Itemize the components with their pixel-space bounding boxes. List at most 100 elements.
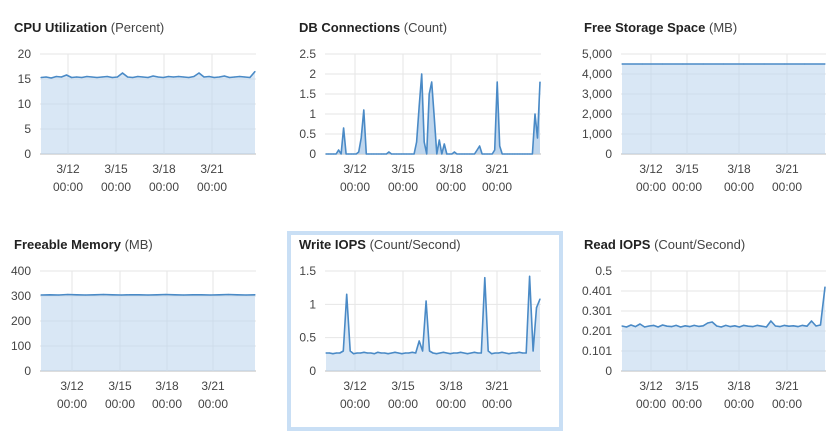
panel-title-label: Freeable Memory [14, 237, 121, 252]
data-point [630, 324, 632, 326]
x-tick-time: 00:00 [636, 397, 666, 411]
data-point [824, 63, 826, 65]
data-point [702, 63, 704, 65]
data-point [439, 352, 441, 354]
panel-free-storage-space[interactable]: Free Storage Space (MB) 5,000 4,000 3,000 2… [570, 0, 839, 215]
data-point [343, 127, 345, 129]
data-point [501, 351, 503, 353]
panel-cpu-utilization[interactable]: CPU Utilization (Percent) 20 15 10 5 0 3/12 00… [0, 0, 280, 215]
data-point [415, 352, 417, 354]
panel-title-label: Free Storage Space [584, 20, 706, 35]
data-point [411, 153, 413, 155]
data-point [442, 351, 444, 353]
data-point [178, 75, 180, 78]
x-tick-date: 3/21 [201, 379, 225, 393]
data-point [375, 153, 377, 155]
data-point [496, 81, 498, 83]
data-point [539, 81, 541, 83]
data-point [388, 151, 390, 153]
data-point [506, 153, 508, 155]
data-point [514, 153, 516, 155]
data-point [239, 75, 241, 78]
cpu-utilization-chart: 20 15 10 5 0 3/12 00:00 3/15 00:00 3/18 00:00 3/21 0… [18, 47, 256, 194]
panel-read-iops[interactable]: Read IOPS (Count/Second) 0.5 0.401 0.301 0.… [570, 216, 839, 431]
y-tick-label: 20 [18, 47, 32, 61]
data-point [358, 151, 360, 153]
data-point [529, 153, 531, 155]
data-point [621, 63, 623, 65]
data-point [471, 153, 473, 155]
y-tick-label: 300 [11, 289, 31, 303]
data-point [165, 293, 167, 296]
data-point [401, 353, 403, 355]
data-point [325, 352, 327, 354]
data-point [752, 326, 754, 328]
series-line [326, 275, 541, 355]
data-point [192, 294, 194, 296]
data-point [400, 153, 403, 155]
data-point [761, 325, 763, 327]
panel-db-connections[interactable]: DB Connections (Count) 2.5 2 1.5 1 0.5 0 3/12 0… [285, 0, 565, 215]
y-tick-label: 0 [309, 147, 316, 161]
data-point [81, 76, 83, 79]
data-point [49, 294, 51, 296]
x-tick-date: 3/15 [675, 162, 699, 176]
data-point [423, 141, 425, 143]
y-tick-label: 15 [18, 72, 32, 86]
data-point [132, 76, 134, 79]
data-point [653, 324, 655, 326]
x-tick-time: 00:00 [53, 180, 83, 194]
data-point [477, 352, 479, 354]
data-point [203, 76, 205, 78]
data-point [209, 294, 211, 296]
x-tick-time: 00:00 [340, 180, 370, 194]
data-point [403, 153, 405, 155]
data-point [470, 352, 472, 354]
x-tick-time: 00:00 [388, 397, 418, 411]
y-tick-label: 2 [309, 67, 316, 81]
data-point [498, 352, 500, 354]
data-point [689, 326, 691, 328]
x-tick-date: 3/21 [200, 162, 224, 176]
data-point [157, 76, 159, 78]
x-tick-time: 00:00 [672, 180, 702, 194]
y-tick-label: 10 [18, 97, 32, 111]
data-point [433, 117, 435, 119]
data-point [193, 75, 195, 78]
freeable-memory-chart: 400 300 200 100 0 3/12 00:00 3/15 00:00 3/18 00:00… [11, 264, 256, 411]
data-point [539, 298, 541, 300]
x-tick-time: 00:00 [105, 397, 135, 411]
x-tick-time: 00:00 [101, 180, 131, 194]
data-point [693, 324, 695, 326]
data-point [111, 76, 113, 79]
data-point [91, 76, 93, 78]
data-point [779, 326, 781, 328]
data-point [129, 294, 131, 296]
panel-write-iops[interactable]: Write IOPS (Count/Second) 1.5 1 0.5 0 3/12 00… [285, 216, 565, 431]
data-point [456, 352, 458, 354]
data-point [335, 153, 337, 155]
x-tick-time: 00:00 [772, 397, 802, 411]
data-point [346, 293, 348, 295]
data-point [335, 352, 337, 354]
data-point [456, 153, 458, 155]
data-point [67, 293, 69, 296]
data-point [121, 72, 124, 74]
data-point [393, 153, 395, 155]
x-tick-date: 3/15 [391, 379, 415, 393]
data-point [137, 75, 139, 78]
data-point [797, 326, 799, 328]
data-point [345, 153, 347, 155]
data-point [183, 294, 185, 296]
data-point [368, 153, 370, 155]
panel-title: Freeable Memory (MB) [14, 237, 153, 252]
series-area [326, 74, 540, 154]
data-point [408, 352, 410, 354]
data-point [384, 352, 386, 354]
db-connections-chart: 2.5 2 1.5 1 0.5 0 3/12 00:00 3/15 00:00 3/18 00:00 3… [299, 47, 541, 194]
panel-freeable-memory[interactable]: Freeable Memory (MB) 400 300 200 100 0 3/12 00… [0, 216, 280, 431]
series-area [622, 64, 825, 154]
data-point [526, 153, 528, 155]
y-tick-label: 2,000 [582, 107, 612, 121]
panel-title: Write IOPS (Count/Second) [299, 237, 461, 252]
